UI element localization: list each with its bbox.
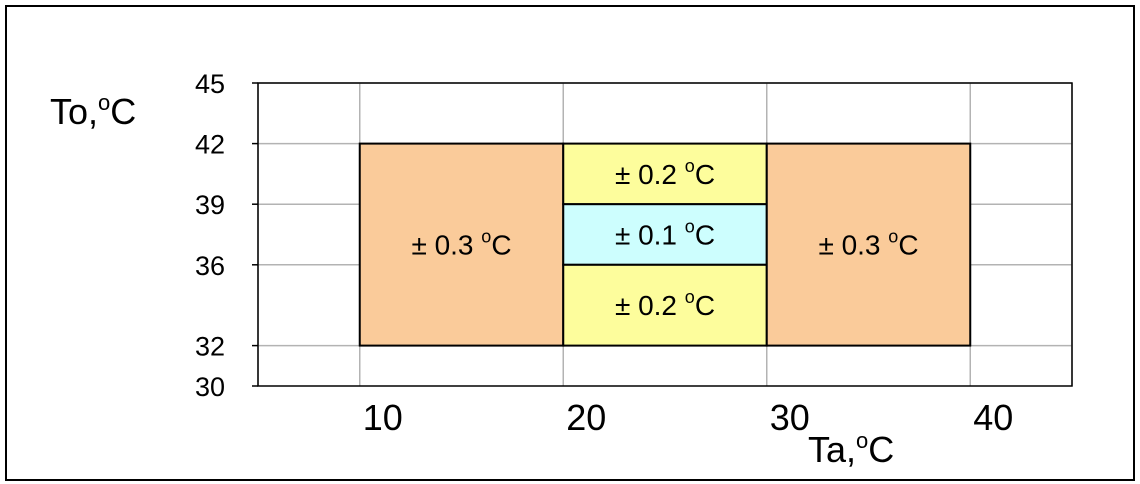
y-tick-label: 36 [195, 251, 225, 281]
x-tick-label: 30 [770, 397, 810, 438]
x-axis-label: Ta,oC [808, 428, 894, 470]
y-axis-label-text: To, [50, 91, 98, 132]
region-cell [765, 142, 972, 347]
y-tick-label: 32 [195, 332, 225, 362]
y-tick-label: 42 [195, 130, 225, 160]
x-axis-ticks: 10 20 30 40 [363, 397, 1014, 438]
region-label: ± 0.3 oC [818, 227, 918, 261]
y-axis-label-unit: C [110, 91, 136, 132]
x-axis-label-text: Ta, [808, 429, 856, 470]
x-axis-label-sup: o [856, 428, 868, 453]
region-cell [358, 142, 565, 347]
y-tick-label: 30 [195, 372, 225, 402]
regions: ± 0.3 oC ± 0.2 oC ± 0.1 oC ± 0.2 oC ± 0.3 oC [358, 142, 972, 347]
x-tick-label: 20 [566, 397, 606, 438]
region-label: ± 0.2 oC [615, 287, 715, 321]
y-tick-label: 45 [195, 69, 225, 99]
plot-area-border [257, 82, 1073, 387]
region-label: ± 0.2 oC [615, 156, 715, 190]
y-tick-label: 39 [195, 190, 225, 220]
x-tick-label: 10 [363, 397, 403, 438]
y-axis-ticks: 30 32 36 39 42 45 [195, 69, 258, 402]
y-axis-label: To,oC [50, 90, 136, 132]
region-label: ± 0.3 oC [411, 227, 511, 261]
y-axis-label-sup: o [98, 90, 110, 115]
x-tick-label: 40 [973, 397, 1013, 438]
region-label: ± 0.1 oC [615, 217, 715, 251]
region-cell [562, 263, 768, 347]
region-cell [562, 203, 768, 266]
x-axis-label-unit: C [868, 429, 894, 470]
